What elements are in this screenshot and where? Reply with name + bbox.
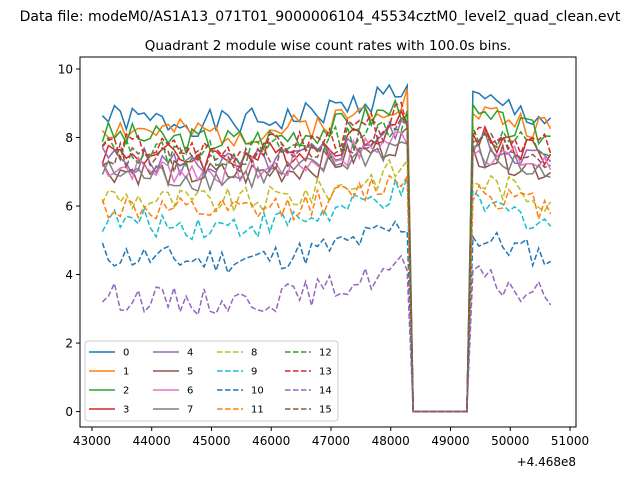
y-tick-label: 4 xyxy=(65,268,73,282)
legend-label-1: 1 xyxy=(123,367,129,378)
x-tick-label: 50000 xyxy=(491,434,529,448)
legend-label-6: 6 xyxy=(187,386,193,397)
x-tick-label: 51000 xyxy=(551,434,589,448)
x-tick-label: 47000 xyxy=(312,434,350,448)
x-offset-label: +4.468e8 xyxy=(517,455,576,469)
y-tick-label: 8 xyxy=(65,131,73,145)
x-tick-label: 43000 xyxy=(73,434,111,448)
legend-label-9: 9 xyxy=(251,367,257,378)
y-axis: 0 2 4 6 8 10 xyxy=(58,62,80,419)
legend-label-8: 8 xyxy=(251,348,257,359)
series-line-3 xyxy=(101,109,552,413)
chart-title: Quadrant 2 module wise count rates with … xyxy=(145,38,511,54)
legend-label-3: 3 xyxy=(123,405,129,416)
plot-frame xyxy=(79,56,577,428)
series-line-15 xyxy=(101,116,551,413)
x-tick-label: 49000 xyxy=(431,434,469,448)
x-axis: 43000 44000 45000 46000 47000 48000 49000 50000… xyxy=(73,427,589,448)
legend-label-11: 11 xyxy=(251,405,264,416)
chart-suptitle: Data file: modeM0/AS1A13_071T01_90000061… xyxy=(20,9,621,25)
legend-label-10: 10 xyxy=(251,386,264,397)
series-line-11 xyxy=(101,173,552,413)
x-tick-label: 45000 xyxy=(192,434,230,448)
y-tick-label: 0 xyxy=(65,405,73,419)
series-line-1 xyxy=(101,88,552,413)
y-tick-label: 6 xyxy=(65,200,73,214)
series-line-5 xyxy=(101,126,552,413)
y-tick-label: 2 xyxy=(65,337,73,351)
x-tick-label: 44000 xyxy=(133,434,171,448)
series-layer xyxy=(101,82,552,413)
series-line-12 xyxy=(101,110,551,413)
series-line-13 xyxy=(101,101,552,413)
legend-frame xyxy=(84,340,339,422)
series-line-7 xyxy=(101,141,551,413)
legend-label-0: 0 xyxy=(123,348,129,359)
legend-label-13: 13 xyxy=(319,367,332,378)
legend-label-15: 15 xyxy=(319,405,332,416)
legend-label-12: 12 xyxy=(319,348,332,359)
x-tick-label: 46000 xyxy=(252,434,290,448)
legend-label-4: 4 xyxy=(187,348,193,359)
y-tick-label: 10 xyxy=(58,62,73,76)
series-line-14 xyxy=(101,254,552,413)
x-tick-label: 48000 xyxy=(372,434,410,448)
legend-label-2: 2 xyxy=(123,386,129,397)
legend-label-5: 5 xyxy=(187,367,193,378)
legend-label-7: 7 xyxy=(187,405,193,416)
series-line-6 xyxy=(101,131,552,413)
legend-label-14: 14 xyxy=(319,386,332,397)
series-line-2 xyxy=(101,98,551,413)
series-line-8 xyxy=(101,158,552,413)
series-line-10 xyxy=(101,219,551,413)
